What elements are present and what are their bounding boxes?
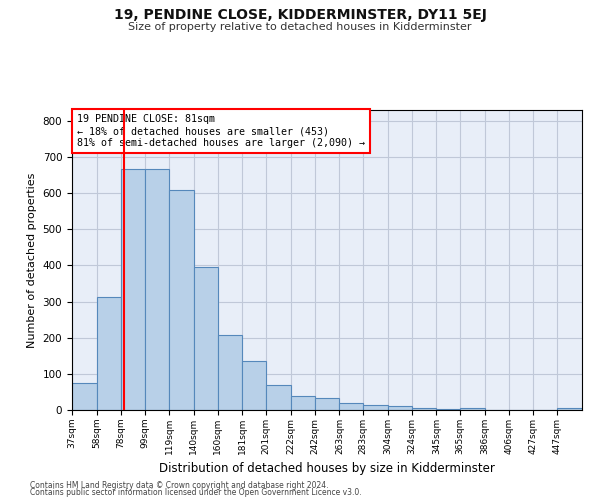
Bar [557,408,582,410]
X-axis label: Distribution of detached houses by size in Kidderminster: Distribution of detached houses by size … [159,462,495,475]
Text: Size of property relative to detached houses in Kidderminster: Size of property relative to detached ho… [128,22,472,32]
Bar [169,190,194,410]
Bar [363,406,388,410]
Bar [436,408,460,410]
Y-axis label: Number of detached properties: Number of detached properties [27,172,37,348]
Text: 19 PENDINE CLOSE: 81sqm
← 18% of detached houses are smaller (453)
81% of semi-d: 19 PENDINE CLOSE: 81sqm ← 18% of detache… [77,114,365,148]
Bar [340,404,363,410]
Bar [266,386,291,410]
Text: Contains HM Land Registry data © Crown copyright and database right 2024.: Contains HM Land Registry data © Crown c… [30,480,329,490]
Text: 19, PENDINE CLOSE, KIDDERMINSTER, DY11 5EJ: 19, PENDINE CLOSE, KIDDERMINSTER, DY11 5… [113,8,487,22]
Bar [121,169,145,410]
Text: Contains public sector information licensed under the Open Government Licence v3: Contains public sector information licen… [30,488,362,497]
Bar [314,398,340,410]
Bar [242,361,266,410]
Bar [388,406,412,410]
Bar [145,169,169,410]
Bar [218,335,242,410]
Bar [72,383,97,410]
Bar [291,396,314,410]
Bar [460,408,485,410]
Bar [412,408,436,410]
Bar [97,297,121,410]
Bar [194,266,218,410]
